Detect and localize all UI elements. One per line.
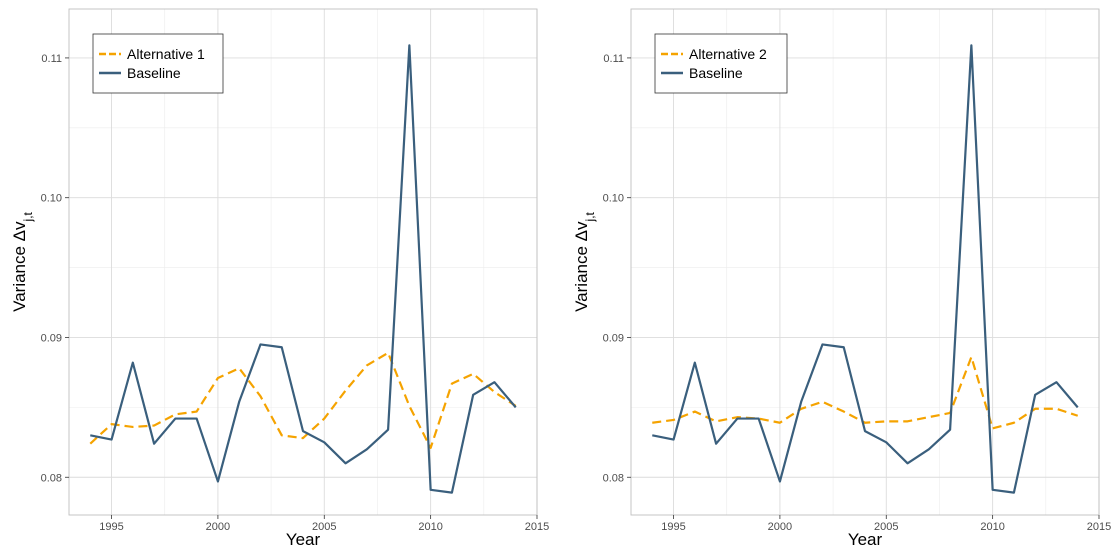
y-axis-title-main: Variance Δv [572,221,591,312]
x-tick-label: 2015 [525,521,549,533]
y-axis-title: Variance Δvj,t [10,211,35,311]
y-tick-label: 0.08 [603,472,624,484]
chart-panel-1: 1995 2000 2005 2010 2015 0.08 0.09 0.10 0.11 Year… [10,8,549,549]
y-tick-label: 0.11 [41,53,62,65]
x-axis-title: Year [848,530,883,549]
y-axis-title-main: Variance Δv [10,221,29,312]
x-tick-label: 2010 [418,521,442,533]
x-tick-label: 1995 [99,521,123,533]
x-axis-title: Year [286,530,321,549]
y-axis-title: Variance Δvj,t [572,211,597,311]
x-tick-label: 2010 [980,521,1004,533]
x-tick-label: 2000 [206,521,230,533]
legend-label: Baseline [689,65,743,81]
legend-box [654,33,788,94]
x-tick-label: 2005 [312,521,336,533]
series-line-alternative [89,351,517,450]
series-line-baseline [652,44,1079,494]
y-tick-label: 0.10 [41,193,62,205]
legend: Alternative 2 Baseline [654,33,788,94]
series-line-alternative [652,355,1079,430]
y-tick-label: 0.08 [41,472,62,484]
panel-border [68,8,538,516]
y-tick-label: 0.09 [603,332,624,344]
x-tick-label: 2015 [1087,521,1111,533]
legend-box [92,33,224,94]
x-tick-label: 2000 [768,521,792,533]
y-tick-label: 0.11 [603,53,624,65]
legend: Alternative 1 Baseline [92,33,224,94]
y-axis-title-subscript: j,t [21,211,35,222]
legend-label: Alternative 1 [127,46,205,62]
legend-label: Baseline [127,65,181,81]
x-tick-label: 2005 [874,521,898,533]
legend-label: Alternative 2 [689,46,767,62]
y-tick-label: 0.09 [41,332,62,344]
y-axis-title-subscript: j,t [583,211,597,222]
panel-border [630,8,1100,516]
x-tick-label: 1995 [661,521,685,533]
chart-panel-2: 1995 2000 2005 2010 2015 0.08 0.09 0.10 0.11 Year… [572,8,1111,549]
series-line-baseline [90,44,517,494]
y-tick-label: 0.10 [603,193,624,205]
